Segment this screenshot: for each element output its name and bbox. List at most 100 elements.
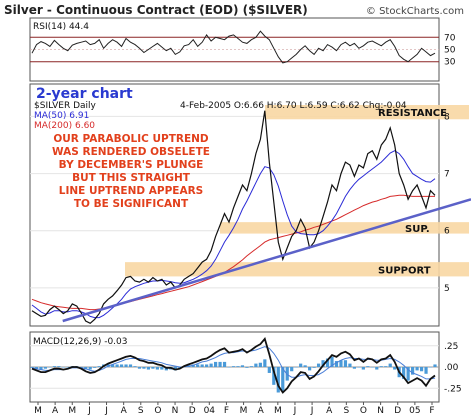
macd-histogram-bar [361, 367, 365, 370]
macd-histogram-bar [48, 367, 52, 368]
legend-ma200: MA(200) 6.60 [34, 121, 95, 131]
macd-histogram-bar [111, 364, 115, 367]
month-tick-label: N [377, 406, 384, 416]
macd-histogram-bar [93, 367, 97, 368]
macd-histogram-bar [115, 364, 119, 367]
annotation-line: OUR PARABOLIC UPTREND [53, 133, 209, 145]
macd-histogram-bar [415, 367, 419, 371]
macd-tick-label: .00 [444, 363, 459, 373]
rsi-tick-labels: 70 50 30 [444, 33, 456, 67]
macd-histogram-bar [366, 366, 370, 367]
ma50-line [31, 150, 436, 319]
month-tick-label: O [360, 406, 367, 416]
month-tick-label: 04 [204, 406, 216, 416]
macd-histogram-bar [119, 364, 124, 367]
month-tick-labels: M A M J J A S O N D 04 F M A M J J A S O N D 05 F [34, 402, 435, 416]
month-tick-label: A [52, 406, 59, 416]
month-tick-label: D [189, 406, 196, 416]
month-tick-label: 05 [409, 406, 420, 416]
macd-label: MACD(12,26,9) -0.03 [33, 337, 128, 347]
macd-line [31, 337, 436, 394]
legend: MA(50) 6.91 MA(200) 6.60 [34, 111, 95, 131]
macd-histogram-bar [146, 367, 151, 370]
zone-label: RESISTANCE [378, 108, 447, 119]
price-tick-labels: 8 7 6 5 [444, 112, 450, 293]
macd-histogram-bar [272, 367, 276, 385]
chart-title: Silver - Continuous Contract (EOD) ($SIL… [4, 3, 308, 17]
macd-histogram-bar [142, 367, 146, 369]
macd-histogram-bar [299, 363, 303, 367]
month-tick-label: D [394, 406, 401, 416]
annotation-line: BUT THIS STRAIGHT [72, 172, 191, 184]
macd-histogram-bar [379, 366, 383, 367]
macd-histogram-bar [419, 367, 424, 372]
macd-histogram-bar [393, 367, 397, 370]
macd-histogram-bar [370, 367, 374, 368]
macd-histogram-bar [34, 367, 39, 369]
macd-histogram-bar [294, 367, 298, 368]
macd-histogram-bar [330, 356, 334, 367]
rsi-tick-label: 30 [444, 58, 456, 68]
macd-histogram-bar [222, 361, 227, 367]
macd-histogram-bar [357, 367, 361, 368]
macd-histogram-bar [388, 363, 392, 367]
rsi-label: RSI(14) 44.4 [33, 22, 89, 32]
month-tick-label: J [310, 406, 314, 416]
macd-histogram-bar [66, 367, 70, 368]
month-tick-label: M [68, 406, 76, 416]
macd-histogram-bar [254, 363, 258, 367]
legend-ma50: MA(50) 6.91 [34, 111, 89, 121]
sr-zones: RESISTANCE SUP. SUPPORT [125, 105, 469, 277]
macd-histogram-bar [433, 364, 437, 367]
macd-histogram-bar [236, 366, 240, 367]
rsi-tick-label: 70 [444, 33, 456, 43]
month-tick-label: A [258, 406, 265, 416]
macd-histogram-bar [334, 361, 339, 367]
macd-histogram-bar [128, 364, 133, 367]
macd-histogram-bar [249, 366, 254, 367]
macd-histogram-bar [424, 367, 428, 374]
month-tick-label: M [240, 406, 248, 416]
macd-histogram-bar [151, 367, 155, 369]
price-tick-label: 7 [444, 170, 450, 180]
macd-histogram-bar [285, 367, 289, 381]
macd-histogram-bar [267, 367, 271, 373]
month-tick-label: A [121, 406, 128, 416]
macd-histogram-bar [348, 363, 352, 367]
macd-tick-label: -.25 [444, 384, 462, 394]
month-tick-label: S [138, 406, 144, 416]
annotation-line: BY DECEMBER'S PLUNGE [59, 159, 204, 171]
zone-band [220, 222, 469, 234]
month-tick-label: O [154, 406, 161, 416]
month-tick-label: M [34, 406, 42, 416]
uptrend-line [62, 198, 471, 323]
chart-subtitle: 2-year chart [36, 86, 133, 102]
macd-histogram-bar [339, 360, 343, 367]
macd-histogram-bar [411, 367, 415, 375]
rsi-line [31, 30, 436, 64]
macd-histogram-bar [209, 363, 213, 367]
macd-histogram-bar [316, 363, 321, 367]
macd-histogram-bar [352, 367, 356, 369]
macd-histogram-bar [61, 367, 65, 368]
month-tick-label: A [326, 406, 333, 416]
macd-histogram-bar [375, 367, 379, 370]
macd-histogram-bar [258, 362, 262, 367]
macd-histogram-bar [133, 366, 137, 367]
macd-histogram-bar [384, 366, 388, 367]
macd-histogram-bar [213, 361, 218, 367]
macd-histogram-bar [227, 367, 231, 368]
macd-histogram-bar [263, 359, 267, 367]
rsi-tick-label: 50 [444, 46, 456, 56]
price-tick-label: 8 [444, 112, 450, 122]
month-tick-label: J [293, 406, 297, 416]
month-tick-label: J [87, 406, 91, 416]
macd-histogram-bar [343, 360, 348, 367]
month-tick-label: S [343, 406, 349, 416]
annotation-line: LINE UPTREND APPEARS [59, 185, 203, 197]
macd-histogram-bar [218, 361, 222, 367]
macd-histogram-bar [303, 365, 307, 367]
annotation-line: TO BE SIGNIFICANT [74, 198, 189, 210]
